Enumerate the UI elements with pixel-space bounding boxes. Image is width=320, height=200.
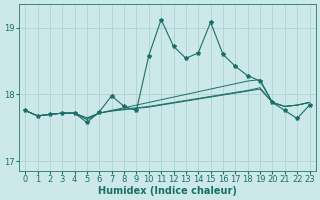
X-axis label: Humidex (Indice chaleur): Humidex (Indice chaleur) <box>98 186 237 196</box>
